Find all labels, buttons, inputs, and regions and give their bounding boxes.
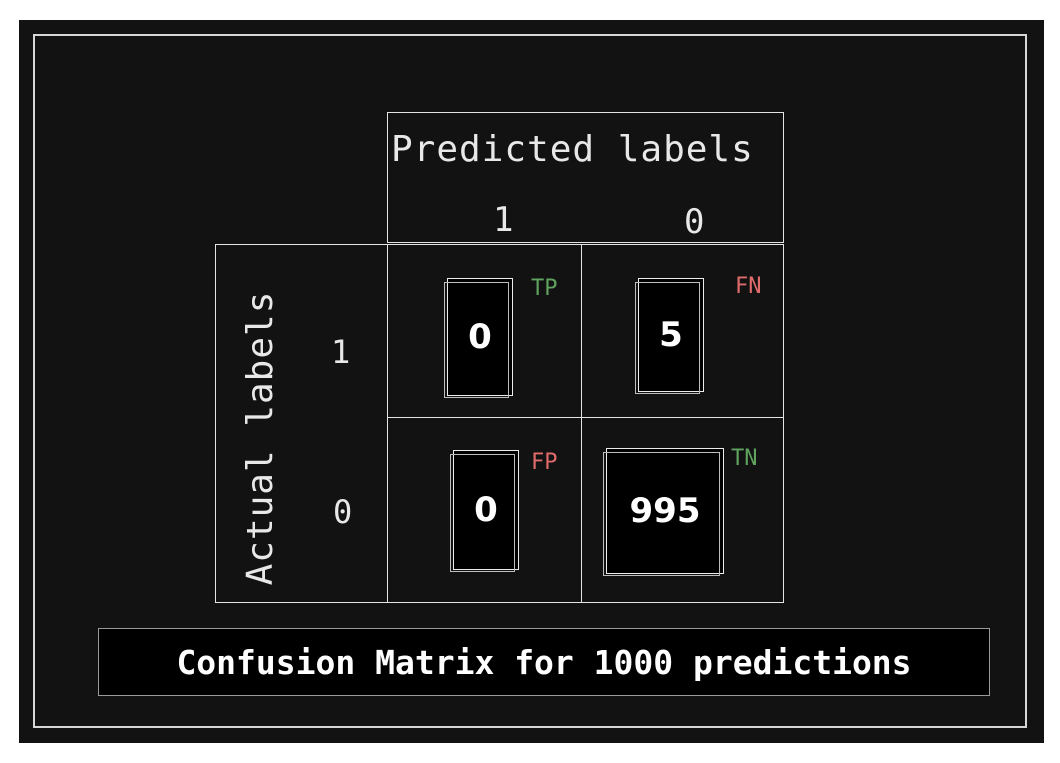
predicted-header-box — [387, 112, 784, 243]
row-label-0: 0 — [333, 493, 353, 531]
tn-value-box: 995 — [603, 448, 724, 576]
fn-tag: FN — [735, 274, 762, 299]
actual-labels-title: Actual labels — [240, 290, 281, 586]
tp-value-box: 0 — [444, 278, 513, 398]
column-label-1: 1 — [493, 200, 514, 240]
outer-frame — [33, 34, 1027, 728]
fp-value-box: 0 — [450, 450, 519, 572]
row-label-1: 1 — [331, 333, 351, 371]
matrix-grid — [387, 244, 784, 603]
tn-tag: TN — [731, 446, 758, 471]
column-label-0: 0 — [684, 202, 705, 242]
fn-value-box: 5 — [635, 278, 704, 394]
fp-tag: FP — [531, 450, 558, 475]
caption-banner: Confusion Matrix for 1000 predictions — [98, 628, 990, 696]
predicted-labels-title: Predicted labels — [391, 129, 754, 170]
diagram-canvas: Predicted labels 1 0 Actual labels 1 0 0… — [19, 20, 1044, 743]
matrix-vertical-divider — [581, 244, 582, 603]
tp-tag: TP — [531, 276, 558, 301]
matrix-horizontal-divider — [387, 417, 784, 418]
